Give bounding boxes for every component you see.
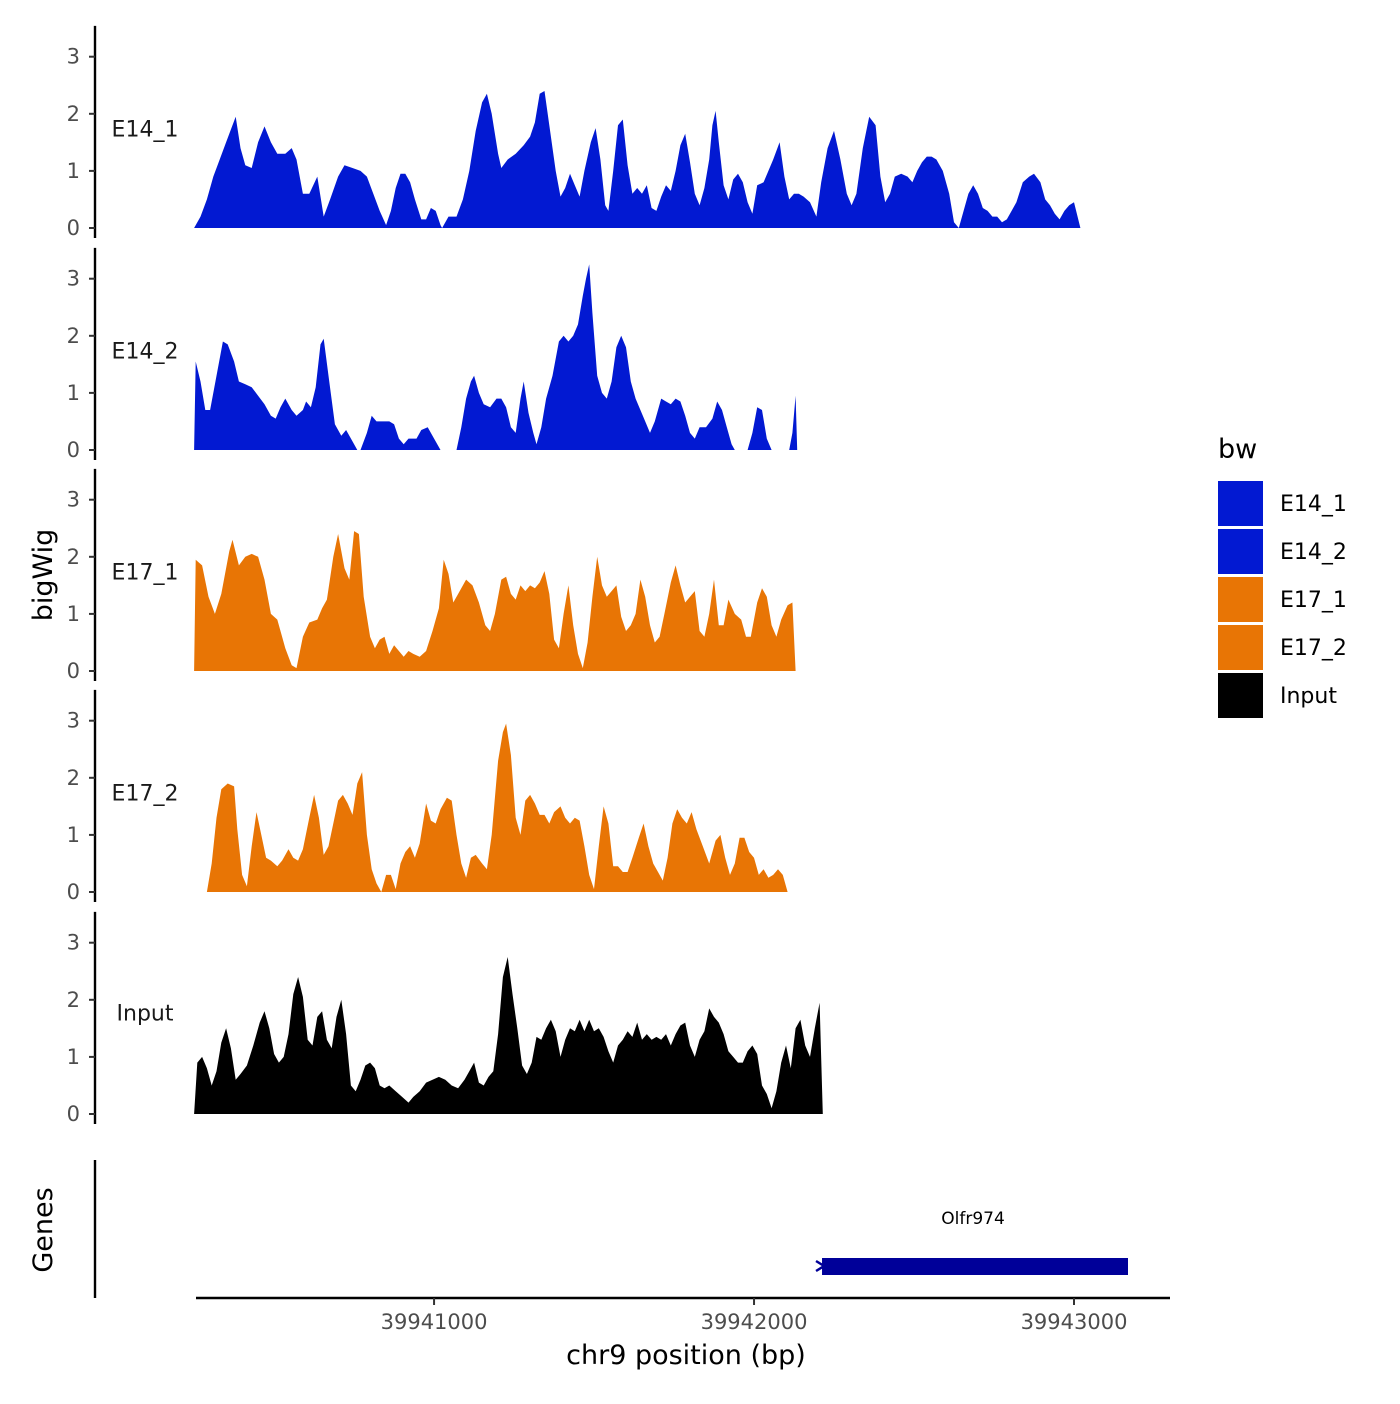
gene-body <box>822 1258 1128 1275</box>
legend: bw E14_1 E14_2 E17_1 E17_2 Input <box>1218 434 1347 718</box>
y-tick-label: 0 <box>67 880 80 904</box>
track-label-E14_1: E14_1 <box>112 118 179 143</box>
legend-swatch <box>1218 529 1263 574</box>
legend-entry-E17_2: E17_2 <box>1218 625 1347 670</box>
gene-Olfr974: Olfr974 <box>815 1209 1128 1275</box>
legend-label: E17_1 <box>1280 588 1347 613</box>
track-label-E14_2: E14_2 <box>112 340 179 365</box>
y-tick-label: 0 <box>67 659 80 683</box>
y-tick-label: 3 <box>67 45 80 69</box>
y-tick-label: 1 <box>67 1045 80 1069</box>
y-tick-label: 2 <box>67 324 80 348</box>
legend-swatch <box>1218 577 1263 622</box>
legend-entry-Input: Input <box>1218 673 1337 718</box>
legend-swatch <box>1218 625 1263 670</box>
y-tick-label: 1 <box>67 823 80 847</box>
legend-entry-E17_1: E17_1 <box>1218 577 1347 622</box>
legend-swatch <box>1218 481 1263 526</box>
x-tick-label: 39941000 <box>381 1310 488 1334</box>
legend-title: bw <box>1218 434 1257 465</box>
y-tick-label: 1 <box>67 381 80 405</box>
y-tick-label: 0 <box>67 1102 80 1126</box>
legend-entry-E14_1: E14_1 <box>1218 481 1347 526</box>
x-axis-title: chr9 position (bp) <box>566 1340 806 1371</box>
y-tick-label: 0 <box>67 438 80 462</box>
x-axis: 39941000 39942000 39943000 <box>196 1296 1170 1334</box>
x-tick-label: 39943000 <box>1021 1310 1128 1334</box>
tracks: 0 1 2 3 E14_1 0 1 2 3 E14_2 0 1 2 3 E17_1 0 1 2 3 E17_2 0 1 2 3… <box>67 25 1081 1126</box>
y-tick-label: 1 <box>67 159 80 183</box>
legend-label: E14_2 <box>1280 540 1347 565</box>
track-E14_1: 0 1 2 3 E14_1 <box>67 25 1081 240</box>
x-tick-label: 39942000 <box>701 1310 808 1334</box>
gene-panel: Olfr974 <box>93 1160 1128 1298</box>
legend-label: E17_2 <box>1280 636 1347 661</box>
y-tick-label: 2 <box>67 766 80 790</box>
y-tick-label: 2 <box>67 102 80 126</box>
gene-label: Olfr974 <box>941 1209 1005 1229</box>
area-E17_1 <box>194 531 796 671</box>
track-E17_2: 0 1 2 3 E17_2 <box>67 689 788 904</box>
strand-arrow-icon <box>815 1259 827 1273</box>
legend-swatch <box>1218 673 1263 718</box>
area-E14_1 <box>194 91 1081 228</box>
area-Input <box>194 957 823 1114</box>
track-E14_2: 0 1 2 3 E14_2 <box>67 247 798 462</box>
y-tick-label: 3 <box>67 488 80 512</box>
track-label-Input: Input <box>117 1002 174 1027</box>
genes-axis-title: Genes <box>28 1187 59 1272</box>
area-E14_2 <box>194 264 798 450</box>
y-tick-label: 2 <box>67 988 80 1012</box>
y-tick-label: 3 <box>67 931 80 955</box>
area-E17_2 <box>206 723 788 892</box>
y-tick-label: 0 <box>67 216 80 240</box>
y-tick-label: 3 <box>67 267 80 291</box>
legend-label: Input <box>1280 684 1337 709</box>
y-axis-title: bigWig <box>28 529 59 622</box>
track-label-E17_2: E17_2 <box>112 782 179 807</box>
legend-entry-E14_2: E14_2 <box>1218 529 1347 574</box>
y-tick-label: 1 <box>67 602 80 626</box>
track-Input: 0 1 2 3 Input <box>67 911 823 1126</box>
y-tick-label: 2 <box>67 545 80 569</box>
legend-label: E14_1 <box>1280 492 1347 517</box>
y-tick-label: 3 <box>67 709 80 733</box>
track-E17_1: 0 1 2 3 E17_1 <box>67 468 796 683</box>
track-label-E17_1: E17_1 <box>112 561 179 586</box>
